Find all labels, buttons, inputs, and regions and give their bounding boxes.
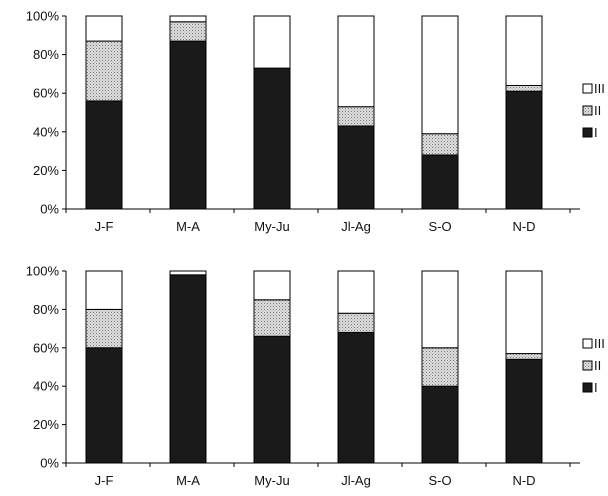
bar-segment-S-O-I — [421, 154, 459, 210]
x-tick-label: M-A — [176, 473, 200, 488]
bar-segment-M-A-II — [169, 21, 207, 42]
bar-segment-Jl-Ag-I — [337, 125, 375, 210]
y-tick-label: 40% — [33, 379, 59, 394]
bar-segment-My-Ju-III — [253, 270, 291, 301]
bar-segment-S-O-II — [421, 347, 459, 387]
chart-panel-2: 0% 20% 40% 60% 80% 100% J-F M-A My-Ju Jl-Ag S-O N-D… — [26, 264, 605, 489]
y-tick-label: 80% — [33, 47, 59, 62]
bar-segment-J-F-II — [85, 40, 123, 102]
x-tick-label: Jl-Ag — [341, 473, 371, 488]
bar-segment-J-F-III — [85, 270, 123, 310]
bar-segment-M-A-III — [169, 270, 207, 276]
legend-swatch-I — [582, 382, 593, 393]
bar-segment-J-F-I — [85, 347, 123, 464]
legend-label-I: I — [594, 125, 598, 140]
x-tick-label: My-Ju — [254, 473, 289, 488]
legend-swatch-II — [582, 360, 593, 371]
bar-segment-Jl-Ag-I — [337, 331, 375, 464]
bar-segment-S-O-III — [421, 270, 459, 349]
x-tick-label: S-O — [428, 219, 451, 234]
bar-segment-S-O-I — [421, 385, 459, 464]
x-tick-label: J-F — [95, 219, 114, 234]
y-tick-label: 60% — [33, 86, 59, 101]
legend-label-I: I — [594, 380, 598, 395]
y-tick-label: 0% — [40, 202, 59, 217]
bar-segment-My-Ju-III — [253, 15, 291, 69]
x-tick-label: J-F — [95, 473, 114, 488]
bar-segment-S-O-II — [421, 133, 459, 156]
legend-swatch-III — [582, 338, 593, 349]
x-tick-label: My-Ju — [254, 219, 289, 234]
bar-segment-N-D-II — [505, 353, 543, 360]
bar-segment-N-D-III — [505, 270, 543, 355]
bar-segment-J-F-III — [85, 15, 123, 42]
bar-segment-N-D-I — [505, 358, 543, 464]
bar-segment-Jl-Ag-III — [337, 15, 375, 108]
y-tick-label: 0% — [40, 456, 59, 471]
y-tick-label: 20% — [33, 417, 59, 432]
legend-label-II: II — [594, 358, 601, 373]
bar-segment-Jl-Ag-II — [337, 106, 375, 127]
legend-label-II: II — [594, 103, 601, 118]
bar-segment-N-D-I — [505, 90, 543, 210]
x-tick-label: Jl-Ag — [341, 219, 371, 234]
bar-segment-My-Ju-I — [253, 67, 291, 210]
bar-segment-My-Ju-I — [253, 335, 291, 464]
y-tick-label: 100% — [26, 9, 60, 24]
bar-segment-M-A-III — [169, 15, 207, 23]
y-tick-label: 40% — [33, 124, 59, 139]
chart-panel-1: 0% 20% 40% 60% 80% 100% J-F M-A My-Ju Jl-Ag S-O N-D… — [26, 9, 605, 235]
bar-segment-Jl-Ag-II — [337, 312, 375, 333]
bar-segment-S-O-III — [421, 15, 459, 135]
bar-segment-M-A-I — [169, 40, 207, 210]
y-tick-label: 60% — [33, 340, 59, 355]
x-tick-label: N-D — [512, 219, 535, 234]
x-tick-label: N-D — [512, 473, 535, 488]
y-tick-label: 80% — [33, 302, 59, 317]
bar-segment-J-F-II — [85, 308, 123, 349]
legend-swatch-II — [582, 105, 593, 116]
bar-segment-J-F-I — [85, 100, 123, 210]
legend-swatch-I — [582, 127, 593, 138]
legend-label-III: III — [594, 336, 605, 351]
bar-segment-N-D-III — [505, 15, 543, 86]
y-tick-label: 100% — [26, 264, 60, 279]
bar-segment-M-A-I — [169, 274, 207, 464]
y-tick-label: 20% — [33, 163, 59, 178]
x-tick-label: S-O — [428, 473, 451, 488]
bar-segment-N-D-II — [505, 84, 543, 92]
bar-segment-My-Ju-II — [253, 299, 291, 337]
x-tick-label: M-A — [176, 219, 200, 234]
bar-segment-Jl-Ag-III — [337, 270, 375, 314]
legend-label-III: III — [594, 81, 605, 96]
legend-swatch-III — [582, 83, 593, 94]
